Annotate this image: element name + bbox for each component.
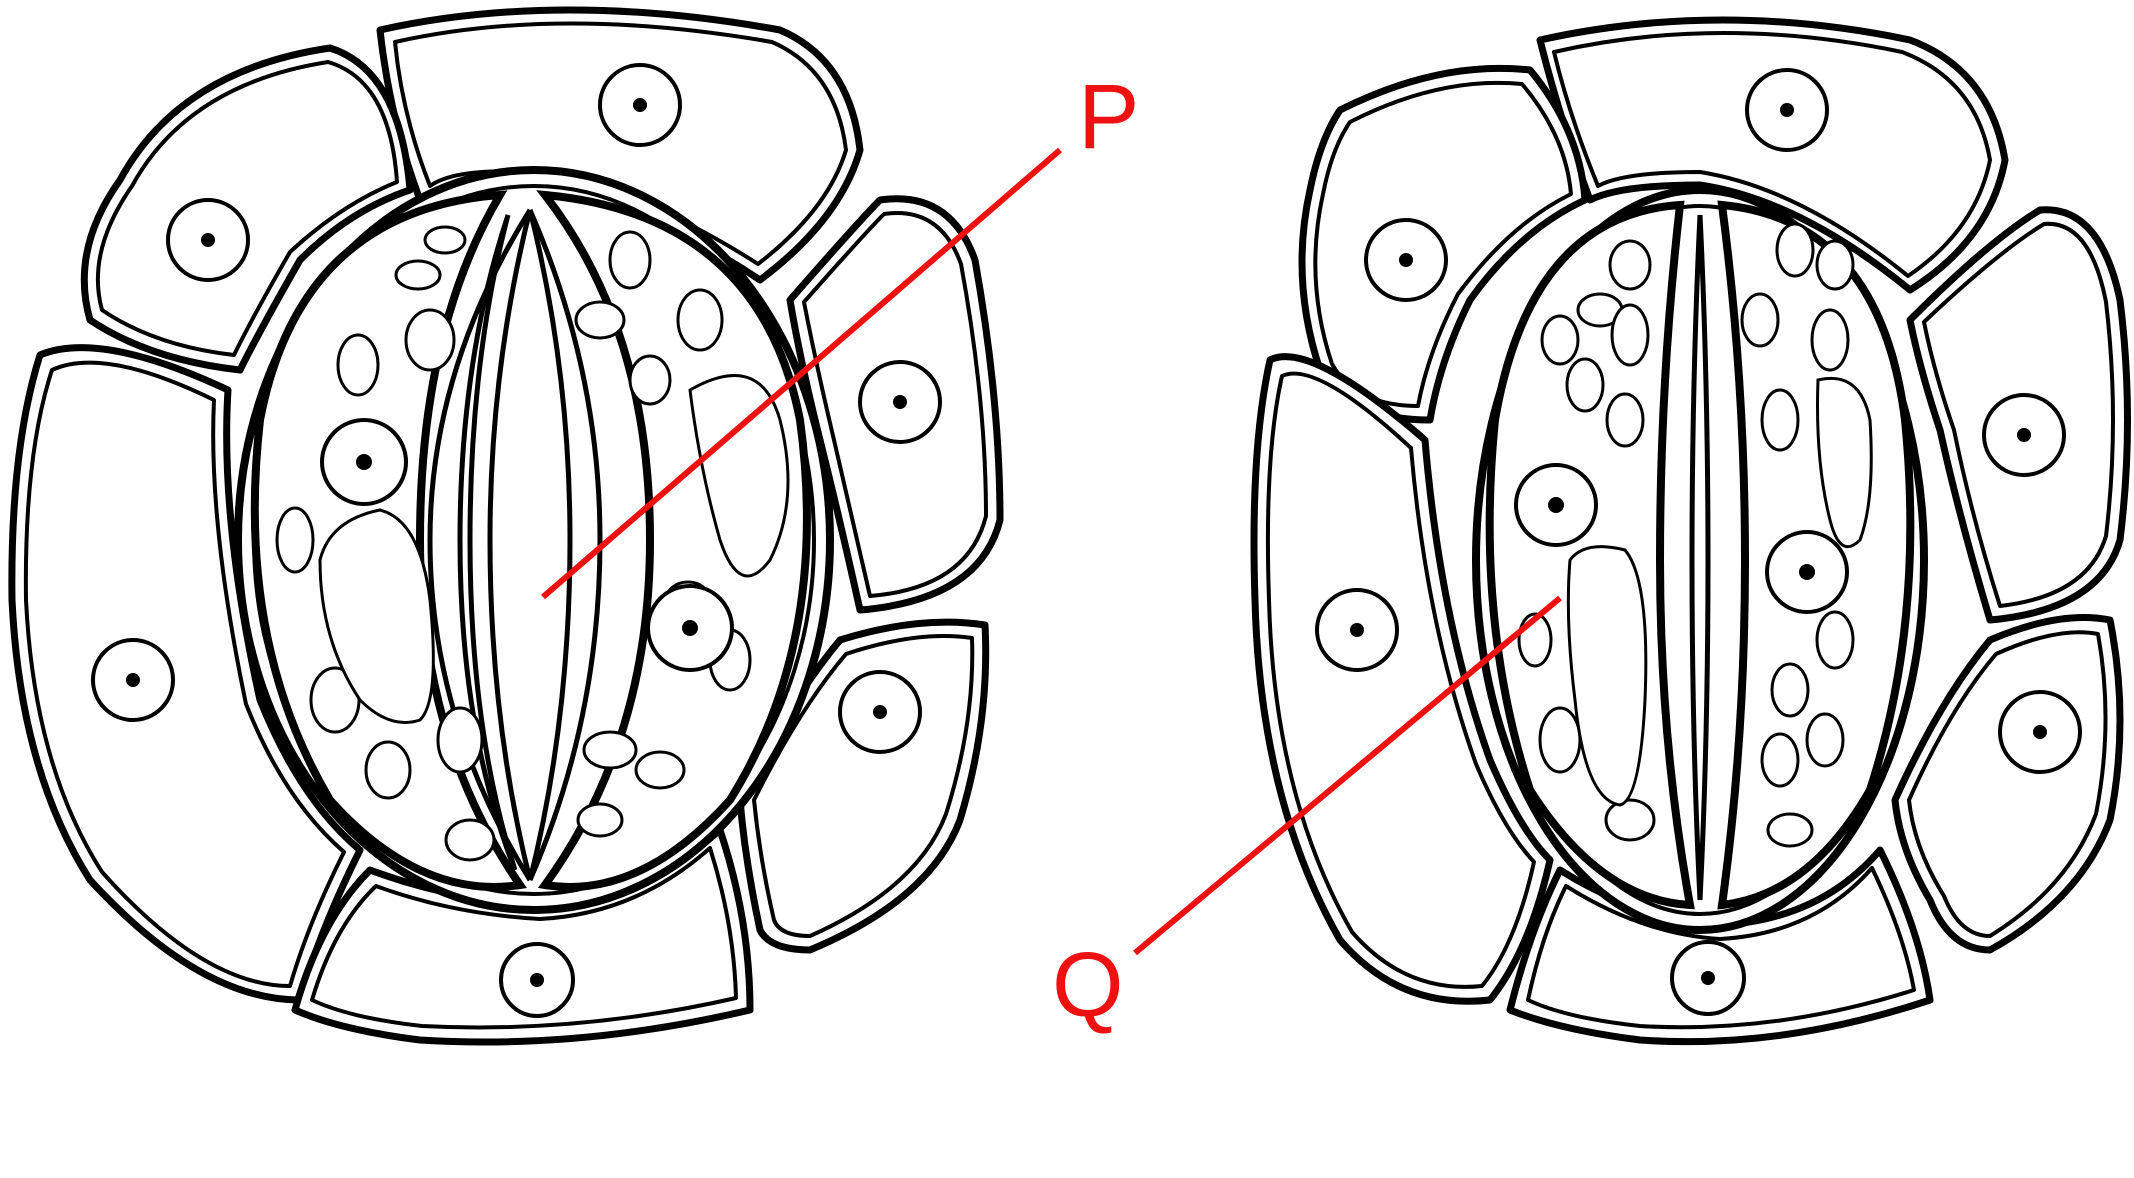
guard-nuclei-closed [1514, 463, 1849, 614]
guard-nuclei-open [320, 418, 734, 672]
epidermal-cell [80, 44, 414, 374]
label-q-leader-line [1133, 595, 1562, 956]
label-p: P [1078, 66, 1139, 168]
closed-stoma [1250, 16, 2131, 1046]
label-p-group: P [541, 66, 1139, 600]
epidermal-cell [1891, 614, 2124, 954]
label-q-group: Q [1052, 595, 1562, 1036]
label-p-leader-line [541, 147, 1062, 600]
epidermal-nuclei-right [1315, 68, 2082, 1016]
epidermal-nuclei-left [91, 63, 942, 1018]
guard-cell [536, 190, 811, 891]
open-stoma [8, 6, 1004, 1046]
label-q: Q [1052, 934, 1124, 1036]
chloroplasts-closed [1517, 222, 1873, 848]
chloroplasts-open [275, 225, 790, 862]
epidermal-cell [1536, 16, 2009, 294]
epidermal-cell [1250, 353, 1554, 1005]
guard-cells-closed [1472, 186, 1928, 934]
stomatal-pore [457, 214, 518, 871]
stomatal-pore [1689, 214, 1703, 901]
